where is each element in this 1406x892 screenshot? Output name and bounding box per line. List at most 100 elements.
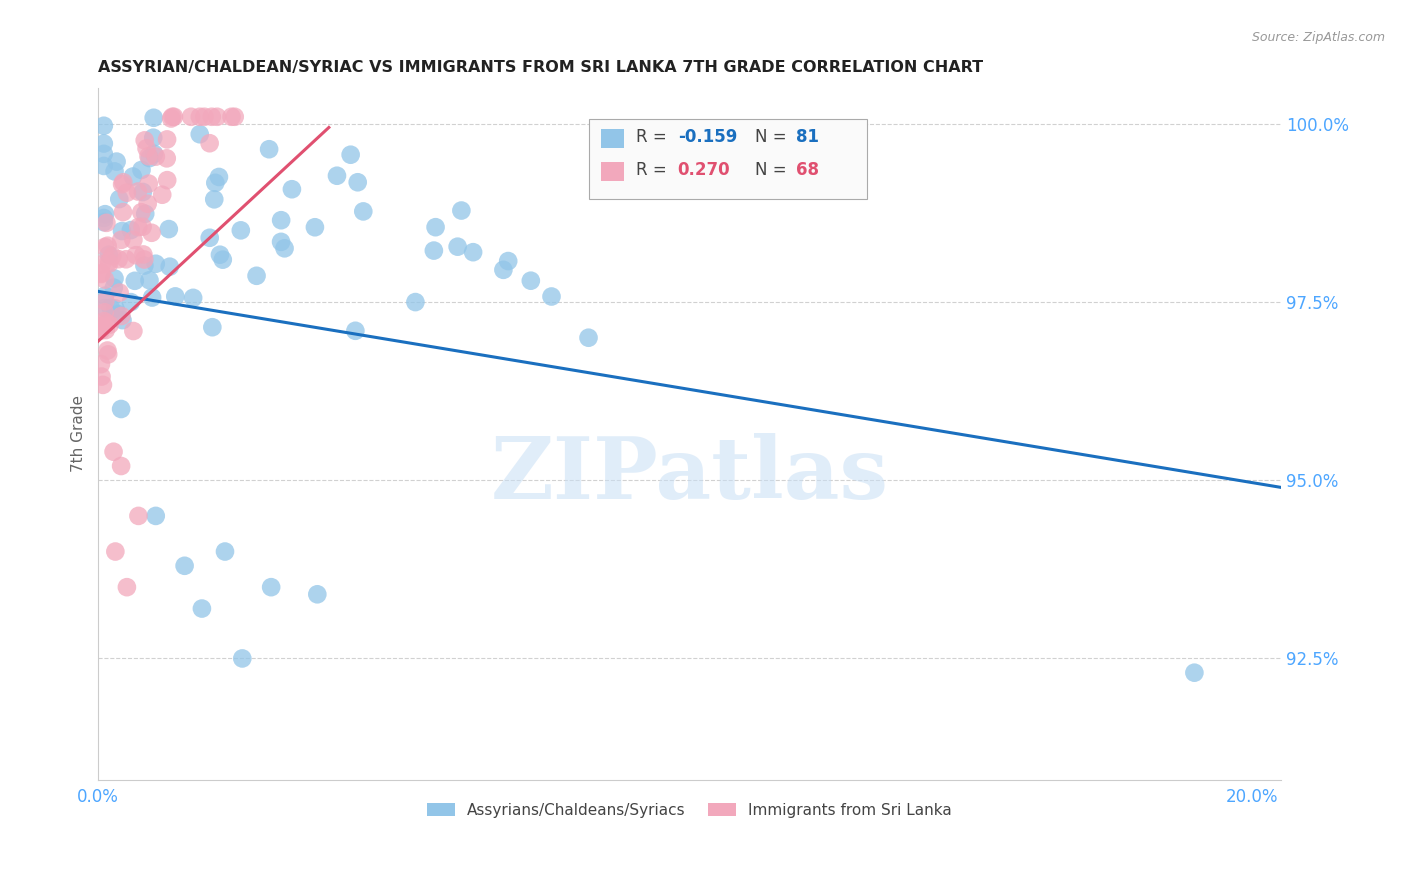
Point [496,254,519,268]
Point [90,319,112,334]
Text: 0.270: 0.270 [678,161,730,178]
Point [111,313,134,327]
Point [115,252,138,267]
Point [94,288,117,302]
Point [520,274,543,288]
Point [122,233,145,247]
Point [96,316,118,330]
Point [446,240,468,254]
Point [120,223,142,237]
Point [94,207,117,221]
Point [257,142,280,156]
Point [93,136,115,151]
Point [127,185,149,199]
Point [270,235,292,249]
Point [188,110,211,124]
Point [208,169,231,184]
Point [94,294,117,309]
Point [127,508,149,523]
Point [156,152,179,166]
Text: 68: 68 [796,161,818,178]
Point [94,272,117,286]
Point [173,558,195,573]
Point [94,240,117,254]
Point [115,580,138,594]
Text: ASSYRIAN/CHALDEAN/SYRIAC VS IMMIGRANTS FROM SRI LANKA 7TH GRADE CORRELATION CHAR: ASSYRIAN/CHALDEAN/SYRIAC VS IMMIGRANTS F… [98,60,983,75]
Point [134,207,156,221]
Point [211,252,233,267]
Point [180,110,202,124]
Y-axis label: 7th Grade: 7th Grade [72,395,86,473]
Point [191,601,214,615]
Point [101,249,124,263]
Point [245,268,267,283]
Point [96,216,118,230]
Point [131,163,153,178]
Text: 81: 81 [796,128,818,146]
Point [201,110,224,124]
Point [138,177,160,191]
FancyBboxPatch shape [600,129,624,148]
Point [326,169,349,183]
Point [115,186,138,200]
Point [198,231,221,245]
Point [97,248,120,262]
Point [188,127,211,141]
Point [339,147,361,161]
Point [94,323,117,337]
Point [108,285,131,300]
Point [156,173,179,187]
Point [204,176,226,190]
Point [127,220,149,235]
Point [138,149,160,163]
Point [104,301,127,316]
Point [110,402,132,417]
Point [636,145,658,160]
Point [404,295,426,310]
Point [131,205,153,219]
Point [492,262,515,277]
Point [93,305,115,319]
Point [107,307,129,321]
Point [105,154,128,169]
Point [193,110,215,124]
Point [93,146,115,161]
Point [110,458,132,473]
FancyBboxPatch shape [600,161,624,181]
Point [145,257,167,271]
Point [307,587,329,601]
Point [110,309,132,323]
Point [97,254,120,268]
Point [134,259,156,273]
Point [135,141,157,155]
Point [104,544,127,558]
Text: Source: ZipAtlas.com: Source: ZipAtlas.com [1251,31,1385,45]
Point [205,110,228,124]
Point [90,369,112,384]
Point [125,248,148,262]
Point [132,247,155,261]
Point [98,318,121,332]
Point [108,192,131,206]
Point [107,252,129,267]
Text: ZIPatlas: ZIPatlas [491,434,889,517]
Point [103,271,125,285]
Point [260,580,283,594]
Point [346,175,368,189]
Point [93,119,115,133]
Point [93,215,115,229]
Point [540,289,562,303]
Point [145,150,167,164]
Point [202,192,225,206]
Point [103,281,125,295]
Point [97,347,120,361]
Point [111,224,134,238]
Point [165,289,187,303]
Point [90,257,112,271]
Point [132,185,155,199]
Point [159,260,181,274]
Point [270,213,292,227]
Point [224,110,246,124]
Point [143,146,166,161]
Point [578,331,600,345]
